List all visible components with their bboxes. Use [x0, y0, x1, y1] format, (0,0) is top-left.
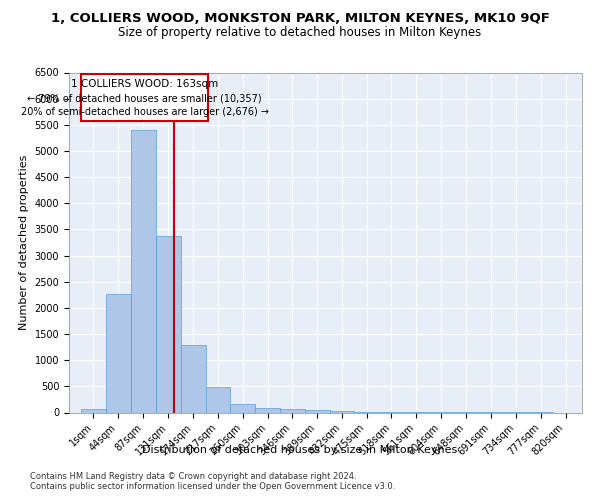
Bar: [81, 408, 106, 412]
Bar: [255, 408, 280, 412]
Bar: [280, 408, 305, 412]
Text: ← 79% of detached houses are smaller (10,357): ← 79% of detached houses are smaller (10…: [28, 93, 262, 103]
Bar: [305, 410, 329, 412]
Bar: [181, 344, 206, 412]
Bar: [106, 294, 131, 412]
Text: Size of property relative to detached houses in Milton Keynes: Size of property relative to detached ho…: [118, 26, 482, 39]
Bar: [156, 236, 181, 412]
Text: Contains public sector information licensed under the Open Government Licence v3: Contains public sector information licen…: [30, 482, 395, 491]
Bar: [206, 388, 230, 412]
Y-axis label: Number of detached properties: Number of detached properties: [19, 155, 29, 330]
Text: 1, COLLIERS WOOD, MONKSTON PARK, MILTON KEYNES, MK10 9QF: 1, COLLIERS WOOD, MONKSTON PARK, MILTON …: [50, 12, 550, 26]
Bar: [131, 130, 156, 412]
Bar: [230, 404, 255, 412]
Text: Contains HM Land Registry data © Crown copyright and database right 2024.: Contains HM Land Registry data © Crown c…: [30, 472, 356, 481]
FancyBboxPatch shape: [81, 74, 208, 120]
Text: 1 COLLIERS WOOD: 163sqm: 1 COLLIERS WOOD: 163sqm: [71, 79, 218, 89]
Text: Distribution of detached houses by size in Milton Keynes: Distribution of detached houses by size …: [142, 445, 458, 455]
Bar: [329, 411, 355, 412]
Text: 20% of semi-detached houses are larger (2,676) →: 20% of semi-detached houses are larger (…: [21, 107, 269, 117]
